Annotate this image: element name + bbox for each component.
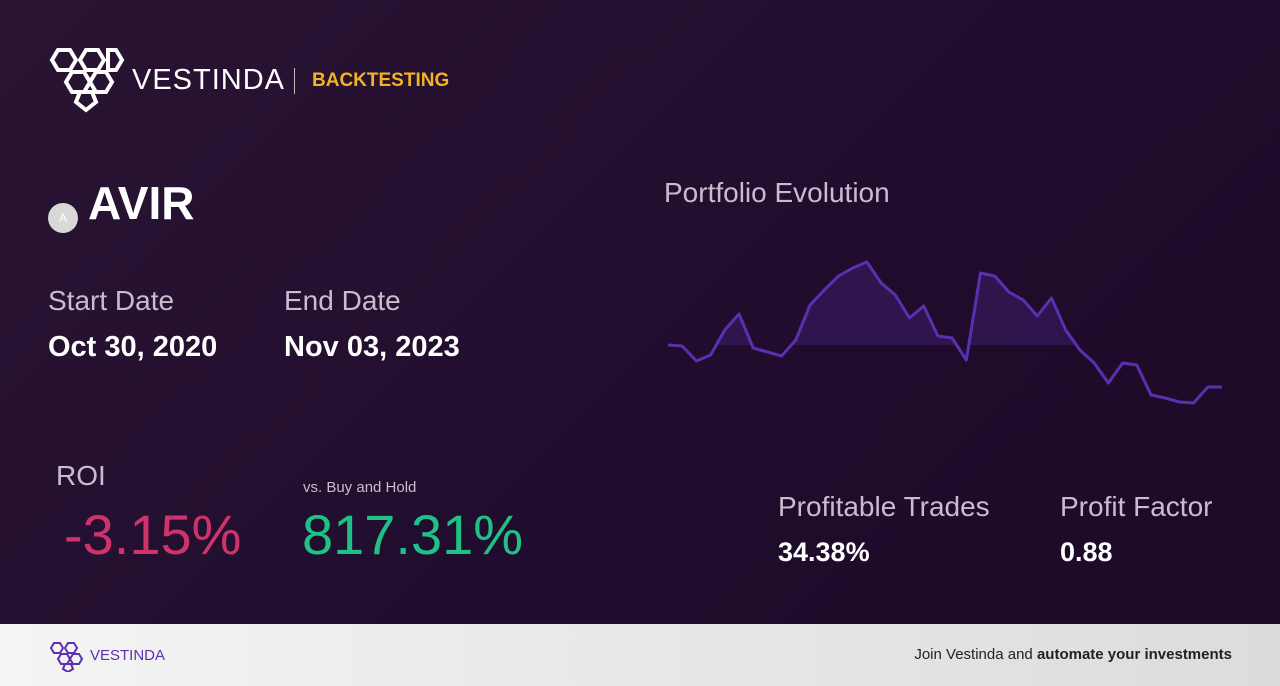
chart-title: Portfolio Evolution <box>664 177 890 208</box>
trades-label: Profitable Trades <box>778 491 990 522</box>
pf-value: 0.88 <box>1060 537 1113 567</box>
section: BACKTESTING <box>312 70 450 91</box>
cta-bold: automate your investments <box>1036 646 1232 663</box>
symbol: AVIR <box>88 177 195 229</box>
sparkline-chart <box>667 260 1222 405</box>
footer-cta: Join Vestinda and automate your investme… <box>914 646 1232 663</box>
end-date: Nov 03, 2023 <box>284 331 460 363</box>
pf-label: Profit Factor <box>1060 491 1213 522</box>
brand: VESTINDA <box>132 64 286 96</box>
roi-value: -3.15% <box>64 503 242 566</box>
footer-logo <box>49 642 84 672</box>
roi-label: ROI <box>56 460 106 491</box>
start-label: Start Date <box>48 285 175 316</box>
logo <box>49 48 125 113</box>
footer-brand: VESTINDA <box>90 647 166 664</box>
divider <box>294 68 295 94</box>
footer: VESTINDA Join Vestinda and automate your… <box>0 624 1280 686</box>
cta-text: Join Vestinda and <box>914 646 1033 663</box>
area <box>668 262 1222 345</box>
trades-value: 34.38% <box>778 537 870 567</box>
asset-icon: A <box>48 203 78 233</box>
line <box>667 260 1222 405</box>
start-date: Oct 30, 2020 <box>48 331 218 363</box>
end-label: End Date <box>284 285 401 316</box>
bh-label: vs. Buy and Hold <box>303 479 417 496</box>
bh-value: 817.31% <box>302 503 524 566</box>
